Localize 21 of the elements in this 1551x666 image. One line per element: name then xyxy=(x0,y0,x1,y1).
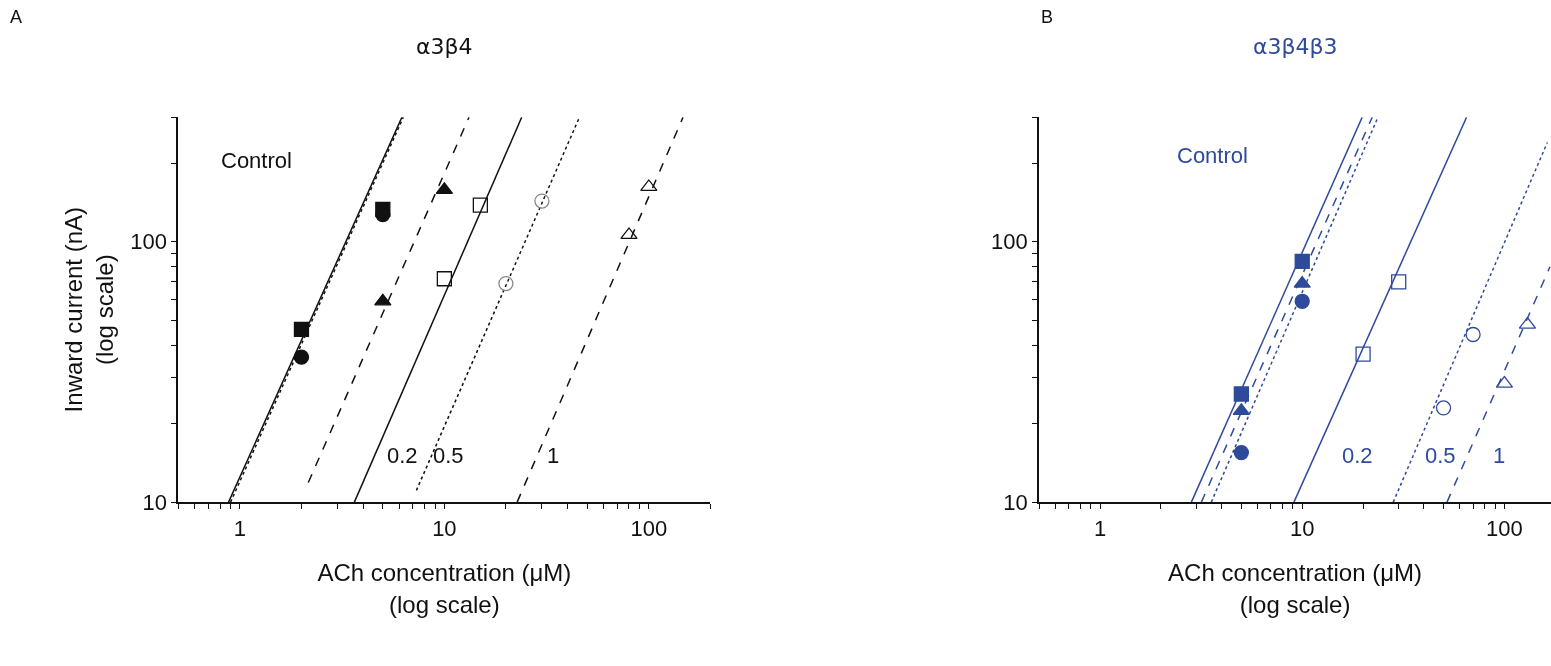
annotation: 1 xyxy=(1493,443,1506,468)
annotation: 1 xyxy=(547,443,560,468)
text: A xyxy=(10,7,23,27)
annotation: 0.2 xyxy=(1342,443,1373,468)
annotation: Control xyxy=(221,148,292,173)
chart-title: α3β4 xyxy=(416,34,473,59)
annotation: 0.5 xyxy=(1425,443,1456,468)
annotation: 0.2 xyxy=(387,443,418,468)
x-axis-title: ACh concentration (μM) (log scale) xyxy=(1168,559,1423,618)
annotation: Control xyxy=(1177,143,1248,168)
x-tick-label: 10 xyxy=(1289,515,1315,541)
text: B xyxy=(1041,7,1054,27)
y-axis-title: Inward current (nA) (log scale) xyxy=(59,206,118,413)
x-tick-label: 100 xyxy=(630,515,668,541)
chart-title: α3β4β3 xyxy=(1253,34,1338,59)
annotation: 0.5 xyxy=(433,443,464,468)
x-tick-label: 10 xyxy=(432,515,457,541)
x-tick-label: 100 xyxy=(1486,515,1523,541)
x-axis-title: ACh concentration (μM) (log scale) xyxy=(317,559,572,618)
x-tick-label: 1 xyxy=(233,515,247,541)
x-tick-label: 1 xyxy=(1093,515,1107,541)
